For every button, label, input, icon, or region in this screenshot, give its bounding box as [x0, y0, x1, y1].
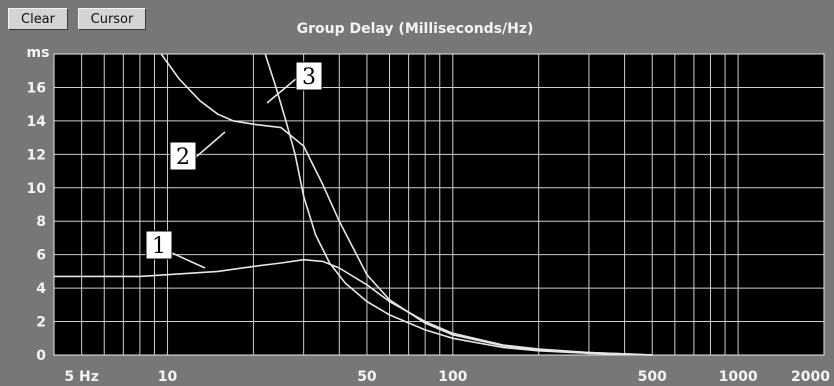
callout-3-label: 3	[302, 65, 316, 90]
callout-3-box	[295, 61, 323, 91]
callout-2-label: 2	[176, 145, 190, 170]
y-tick-label: 14	[27, 114, 47, 130]
series-callouts: 1 2 3	[145, 61, 323, 269]
y-tick-label: 10	[27, 181, 47, 197]
callout-1-leader	[171, 252, 206, 269]
plot-area	[54, 54, 824, 355]
x-tick-label: 1000	[719, 369, 758, 385]
clear-button[interactable]: Clear	[8, 8, 68, 30]
cursor-button[interactable]: Cursor	[78, 8, 146, 30]
x-tick-label: 10	[158, 369, 178, 385]
y-axis-tick-labels: 0 2 4 6 8 10 12 14 16	[27, 80, 47, 364]
chart-title: Group Delay (Milliseconds/Hz)	[297, 21, 534, 37]
grid-lines	[53, 53, 825, 356]
y-tick-label: 6	[36, 248, 46, 264]
callout-1-box	[145, 230, 173, 260]
series-lines	[54, 53, 653, 356]
callout-1-label: 1	[152, 234, 166, 259]
x-tick-label: 500	[638, 369, 667, 385]
y-tick-label: 16	[27, 80, 46, 96]
x-tick-label: 100	[438, 369, 467, 385]
series-3-line	[264, 53, 653, 356]
y-tick-label: 4	[36, 281, 46, 297]
y-tick-label: 12	[27, 147, 46, 163]
callout-2-box	[169, 141, 197, 171]
plot-frame	[53, 53, 825, 356]
y-tick-label: 2	[36, 315, 46, 331]
callout-3-leader	[266, 77, 298, 104]
y-tick-label: 0	[36, 348, 46, 364]
x-tick-label: 2000	[791, 369, 830, 385]
series-1-line	[54, 258, 653, 356]
y-axis-unit-label: ms	[27, 45, 50, 61]
series-2-line	[160, 53, 653, 356]
x-tick-label: 5 Hz	[64, 369, 98, 385]
x-axis-tick-labels: 5 Hz 10 50 100 500 1000 2000	[64, 369, 830, 385]
callout-2-leader	[195, 131, 226, 158]
y-tick-label: 8	[36, 214, 46, 230]
x-tick-label: 50	[357, 369, 377, 385]
